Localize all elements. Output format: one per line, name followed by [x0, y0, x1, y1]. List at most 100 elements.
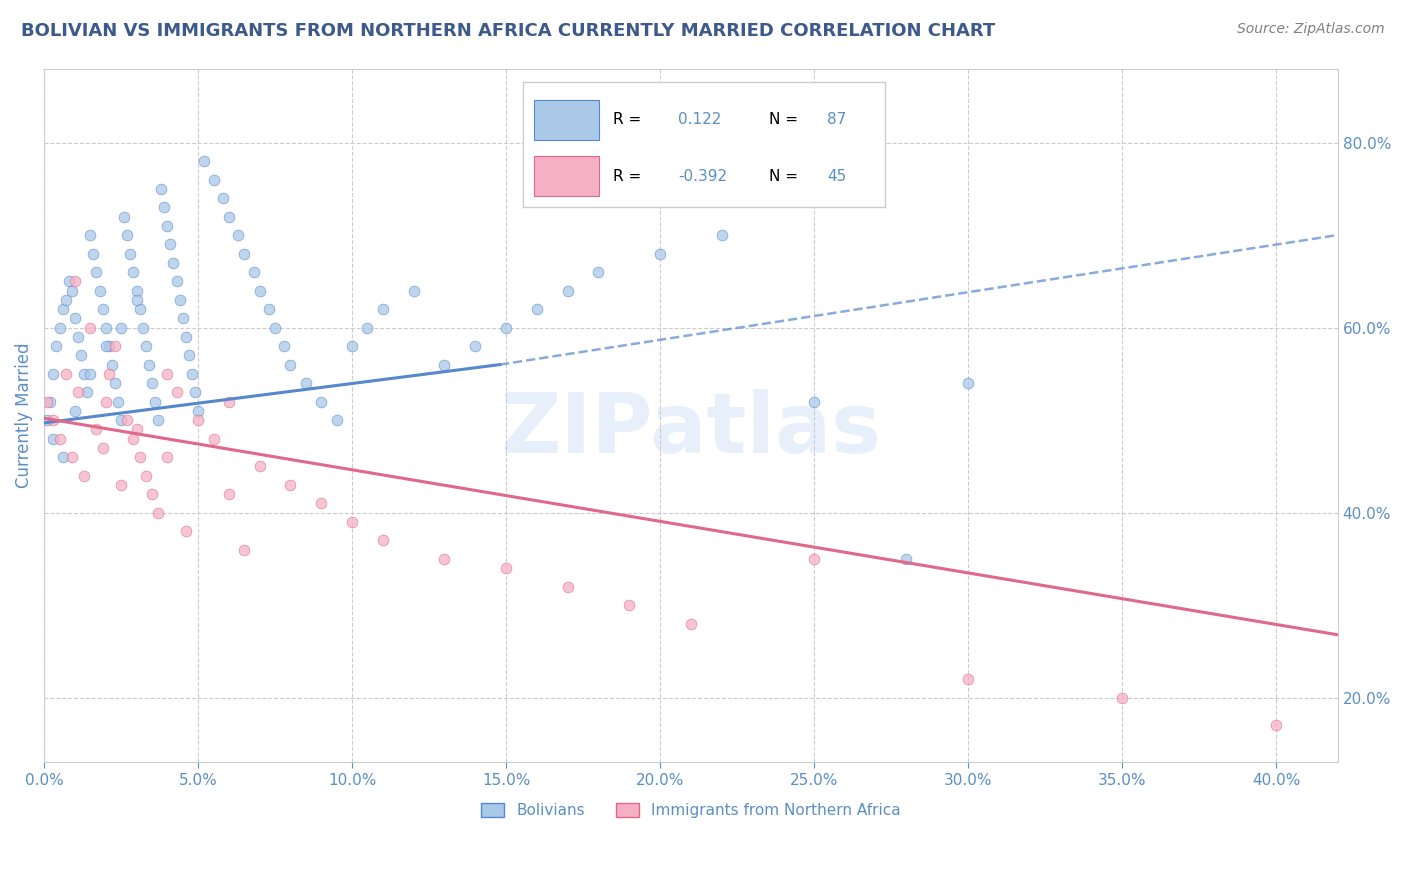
Point	[97, 339, 120, 353]
Point	[325, 413, 347, 427]
Point	[187, 413, 209, 427]
Point	[122, 432, 145, 446]
Point	[89, 284, 111, 298]
Point	[55, 367, 77, 381]
Point	[280, 478, 302, 492]
Point	[174, 330, 197, 344]
Point	[146, 506, 169, 520]
Point	[70, 348, 93, 362]
Point	[42, 413, 65, 427]
Point	[495, 320, 517, 334]
Point	[58, 274, 80, 288]
Point	[257, 301, 280, 316]
Y-axis label: Currently Married: Currently Married	[15, 343, 32, 488]
Point	[60, 284, 83, 298]
Point	[66, 385, 89, 400]
Point	[803, 552, 825, 566]
Point	[45, 339, 67, 353]
Point	[803, 394, 825, 409]
Point	[957, 376, 980, 390]
Point	[156, 450, 179, 464]
Point	[143, 394, 166, 409]
Point	[233, 542, 256, 557]
Point	[42, 432, 65, 446]
Point	[104, 376, 127, 390]
Point	[1111, 690, 1133, 705]
Point	[402, 284, 425, 298]
Point	[174, 524, 197, 538]
Point	[125, 284, 148, 298]
Point	[76, 385, 98, 400]
Point	[202, 172, 225, 186]
Point	[141, 376, 163, 390]
Point	[128, 301, 150, 316]
Point	[557, 284, 579, 298]
Point	[295, 376, 318, 390]
Point	[957, 672, 980, 686]
Point	[91, 301, 114, 316]
Point	[131, 320, 153, 334]
Point	[73, 468, 96, 483]
Point	[218, 394, 240, 409]
Point	[233, 246, 256, 260]
Point	[86, 265, 108, 279]
Point	[242, 265, 264, 279]
Point	[73, 367, 96, 381]
Point	[177, 348, 200, 362]
Point	[63, 311, 86, 326]
Point	[37, 394, 59, 409]
Point	[104, 339, 127, 353]
Point	[112, 210, 135, 224]
Point	[48, 432, 70, 446]
Point	[340, 339, 363, 353]
Point	[128, 450, 150, 464]
Text: ZIPatlas: ZIPatlas	[501, 389, 882, 470]
Point	[82, 246, 104, 260]
Point	[619, 598, 641, 612]
Point	[86, 422, 108, 436]
Point	[125, 422, 148, 436]
Point	[184, 385, 207, 400]
Point	[464, 339, 486, 353]
Point	[340, 515, 363, 529]
Point	[97, 367, 120, 381]
Point	[648, 246, 671, 260]
Point	[37, 413, 59, 427]
Point	[125, 293, 148, 307]
Point	[48, 320, 70, 334]
Point	[153, 200, 176, 214]
Text: BOLIVIAN VS IMMIGRANTS FROM NORTHERN AFRICA CURRENTLY MARRIED CORRELATION CHART: BOLIVIAN VS IMMIGRANTS FROM NORTHERN AFR…	[21, 22, 995, 40]
Point	[679, 616, 702, 631]
Point	[710, 228, 733, 243]
Point	[110, 320, 132, 334]
Point	[166, 274, 188, 288]
Point	[371, 301, 394, 316]
Text: Source: ZipAtlas.com: Source: ZipAtlas.com	[1237, 22, 1385, 37]
Point	[60, 450, 83, 464]
Point	[94, 320, 117, 334]
Point	[63, 274, 86, 288]
Point	[181, 367, 204, 381]
Point	[311, 496, 333, 510]
Point	[150, 182, 173, 196]
Point	[63, 404, 86, 418]
Point	[280, 358, 302, 372]
Point	[42, 367, 65, 381]
Point	[52, 301, 75, 316]
Point	[187, 404, 209, 418]
Point	[249, 284, 271, 298]
Point	[55, 293, 77, 307]
Point	[79, 367, 101, 381]
Point	[1265, 718, 1288, 732]
Point	[91, 441, 114, 455]
Point	[146, 413, 169, 427]
Point	[588, 265, 610, 279]
Point	[120, 246, 142, 260]
Point	[172, 311, 194, 326]
Point	[117, 413, 139, 427]
Point	[79, 320, 101, 334]
Point	[495, 561, 517, 575]
Point	[117, 228, 139, 243]
Point	[110, 413, 132, 427]
Point	[356, 320, 378, 334]
